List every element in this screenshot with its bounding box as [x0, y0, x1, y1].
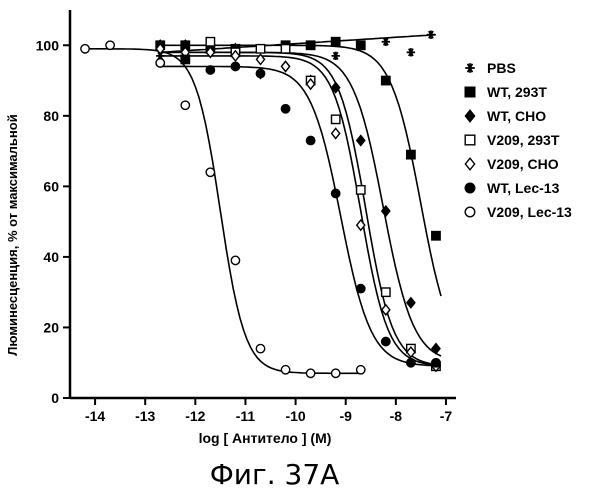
point-v209-293t [280, 43, 291, 54]
x-tick-label: -12 [185, 408, 205, 424]
point-v209-293t [355, 184, 366, 195]
point-wt-lec-13 [255, 68, 266, 79]
point-wt-lec-13 [205, 65, 216, 75]
point-wt-cho [330, 81, 341, 94]
point-wt-lec-13 [230, 61, 241, 72]
point-v209-lec-13 [105, 40, 116, 51]
point-v209-cho [280, 60, 291, 73]
x-tick-label: -14 [85, 408, 105, 424]
y-tick-label: 20 [43, 319, 59, 335]
point-v209-293t [255, 43, 266, 54]
point-wt-lec-13 [180, 54, 191, 65]
legend-marker-wt-293t [464, 86, 476, 98]
fit-curve-pbs [160, 33, 436, 54]
point-v209-cho [330, 127, 341, 140]
point-v209-lec-13 [205, 167, 216, 178]
y-tick-label: 80 [43, 108, 59, 124]
point-wt-lec-13 [431, 357, 441, 368]
point-wt-lec-13 [330, 188, 341, 199]
point-wt-lec-13 [280, 103, 291, 114]
point-wt-cho [405, 296, 416, 309]
point-v209-lec-13 [355, 364, 366, 375]
legend-label-pbs: PBS [487, 60, 516, 76]
point-wt-lec-13 [355, 283, 366, 294]
point-wt-293t [405, 149, 416, 160]
x-axis-label: log [ Антитело ] (M) [199, 430, 332, 446]
point-wt-293t [355, 40, 366, 51]
point-v209-lec-13 [180, 100, 191, 111]
x-tick-label: -8 [390, 408, 403, 424]
point-v209-293t [205, 36, 216, 47]
point-wt-cho [355, 134, 366, 147]
fit-curves [85, 33, 442, 375]
legend-label-wt-lec-13: WT, Lec-13 [487, 180, 560, 196]
legend-label-wt-293t: WT, 293T [487, 84, 547, 100]
point-v209-cho [355, 219, 366, 232]
point-pbs [426, 30, 436, 39]
y-tick-label: 60 [43, 178, 59, 194]
figure-caption: Фиг. 37А [209, 458, 340, 491]
x-tick-label: -11 [236, 408, 256, 424]
fit-curve-wt-cho [160, 51, 442, 357]
point-wt-293t [305, 40, 316, 51]
point-v209-lec-13 [280, 364, 291, 375]
point-v209-lec-13 [305, 368, 316, 379]
legend-label-v209-lec-13: V209, Lec-13 [487, 204, 572, 220]
point-v209-cho [305, 77, 316, 91]
chart: 0 20 40 60 80 100 -14 -13 -12 -11 -10 -9 -8 -7 PBS WT,… [5, 10, 572, 446]
point-wt-lec-13 [405, 357, 416, 368]
legend-marker-v209-293t [464, 134, 476, 146]
point-wt-293t [431, 230, 441, 241]
point-wt-lec-13 [305, 135, 316, 146]
point-wt-cho [380, 204, 391, 218]
fit-curve-wt-293t [160, 44, 442, 297]
fit-curve-v209-cho [160, 55, 442, 367]
legend-label-v209-293t: V209, 293T [487, 132, 560, 148]
point-v209-293t [380, 287, 391, 298]
axes: 0 20 40 60 80 100 -14 -13 -12 -11 -10 -9 -8 -7 [36, 10, 456, 424]
point-pbs [381, 37, 391, 46]
point-v209-cho [155, 42, 166, 55]
legend-marker-v209-cho [464, 157, 476, 171]
point-wt-lec-13 [380, 336, 391, 347]
legend: PBS WT, 293T WT, CHO V209, 293T V209, CHO WT,… [464, 60, 572, 220]
x-tick-label: -10 [285, 408, 305, 424]
point-v209-cho [405, 345, 416, 359]
point-pbs [331, 51, 340, 61]
point-v209-cho [230, 49, 241, 63]
y-tick-label: 0 [51, 390, 59, 406]
legend-label-wt-cho: WT, CHO [487, 108, 546, 124]
point-wt-293t [380, 75, 391, 86]
point-wt-cho [431, 342, 441, 355]
point-v209-cho [255, 53, 266, 66]
x-tick-label: -7 [440, 408, 453, 424]
point-v209-cho [380, 303, 391, 316]
fit-curve-v209-293t [160, 51, 442, 366]
legend-marker-v209-lec-13 [464, 206, 476, 218]
point-v209-lec-13 [330, 368, 341, 379]
y-tick-label: 100 [36, 37, 60, 53]
legend-marker-pbs [465, 63, 475, 73]
point-v209-lec-13 [255, 343, 266, 354]
x-tick-label: -13 [135, 408, 155, 424]
fit-curve-v209-lec-13 [85, 47, 361, 375]
legend-label-v209-cho: V209, CHO [487, 156, 559, 172]
data-points [80, 30, 441, 379]
point-wt-293t [330, 36, 341, 47]
point-v209-lec-13 [155, 58, 166, 68]
point-v209-cho [205, 46, 216, 59]
legend-marker-wt-cho [464, 109, 476, 123]
point-pbs [406, 48, 416, 57]
legend-marker-wt-lec-13 [464, 182, 476, 194]
point-v209-293t [330, 114, 341, 125]
point-v209-lec-13 [230, 255, 241, 266]
y-axis-label: Люминесценция, % от максимальной [5, 114, 20, 355]
point-v209-lec-13 [80, 43, 90, 54]
y-tick-label: 40 [43, 249, 59, 265]
x-tick-label: -9 [339, 408, 352, 424]
